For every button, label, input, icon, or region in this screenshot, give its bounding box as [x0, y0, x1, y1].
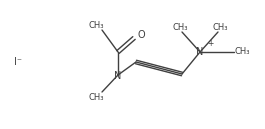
Text: +: +: [207, 39, 213, 49]
Text: O: O: [137, 30, 145, 40]
Text: CH₃: CH₃: [88, 92, 104, 102]
Text: CH₃: CH₃: [212, 23, 228, 33]
Text: N: N: [114, 71, 122, 81]
Text: CH₃: CH₃: [234, 47, 250, 57]
Text: CH₃: CH₃: [172, 23, 188, 33]
Text: I⁻: I⁻: [14, 57, 22, 67]
Text: N: N: [196, 47, 204, 57]
Text: CH₃: CH₃: [88, 22, 104, 30]
